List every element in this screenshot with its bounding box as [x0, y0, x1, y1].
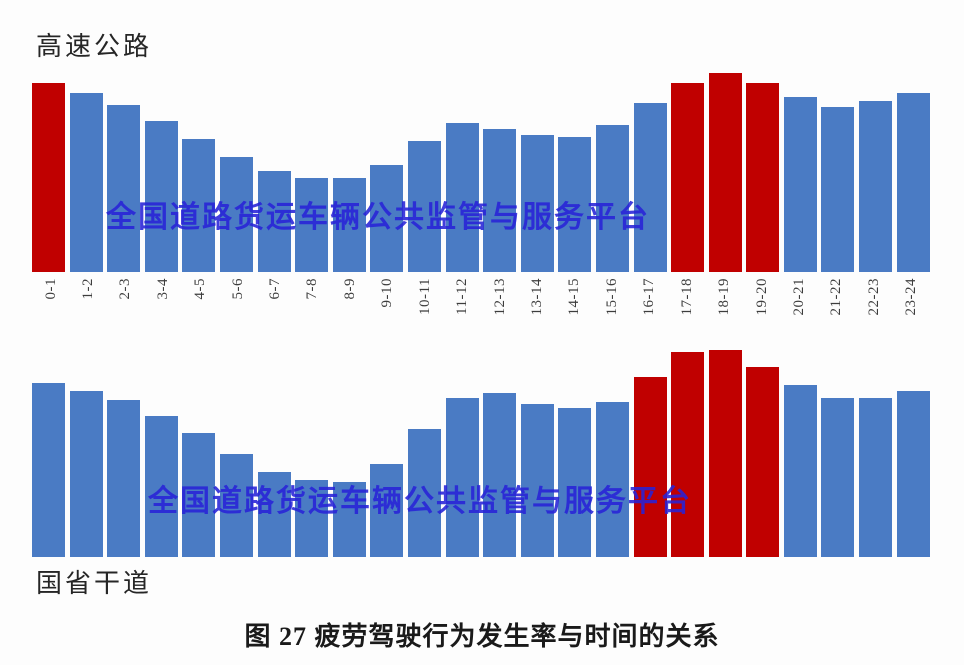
bar-17-18	[671, 352, 705, 557]
bar-18-19	[708, 73, 742, 272]
x-tick-20-21: 20-21	[790, 278, 807, 316]
bar-12-13	[483, 128, 517, 272]
bar-19-20	[746, 82, 780, 272]
bar-22-23	[859, 397, 893, 557]
bar-3-4	[144, 120, 178, 272]
x-tick-5-6: 5-6	[229, 278, 246, 300]
x-tick-13-14: 13-14	[528, 278, 545, 316]
x-tick-11-12: 11-12	[454, 278, 471, 315]
x-tick-18-19: 18-19	[716, 278, 733, 316]
x-tick-9-10: 9-10	[379, 278, 396, 308]
bar-16-17	[633, 376, 667, 557]
bar-6-7	[257, 472, 291, 557]
bar-7-8	[295, 480, 329, 557]
bar-21-22	[821, 106, 855, 272]
x-tick-19-20: 19-20	[753, 278, 770, 316]
x-tick-8-9: 8-9	[341, 278, 358, 300]
x-tick-17-18: 17-18	[678, 278, 695, 316]
bar-1-2	[69, 92, 103, 272]
figure-caption: 图 27 疲劳驾驶行为发生率与时间的关系	[244, 622, 720, 651]
bar-23-24	[896, 92, 930, 272]
bar-11-12	[445, 397, 479, 557]
x-tick-7-8: 7-8	[304, 278, 321, 300]
bar-0-1	[32, 82, 65, 272]
bar-5-6	[219, 453, 253, 557]
x-tick-2-3: 2-3	[117, 278, 134, 300]
bar-19-20	[746, 366, 780, 557]
bar-9-10	[370, 463, 404, 557]
bar-15-16	[595, 401, 629, 557]
bar-8-9	[332, 178, 366, 272]
bar-9-10	[370, 164, 404, 272]
bar-3-4	[144, 416, 178, 557]
x-tick-12-13: 12-13	[491, 278, 508, 316]
bar-4-5	[182, 432, 216, 557]
x-tick-3-4: 3-4	[154, 278, 171, 300]
bar-6-7	[257, 170, 291, 272]
x-tick-23-24: 23-24	[903, 278, 920, 316]
bar-21-22	[821, 397, 855, 557]
bar-20-21	[783, 385, 817, 557]
x-tick-16-17: 16-17	[641, 278, 658, 316]
x-tick-14-15: 14-15	[566, 278, 583, 316]
bar-2-3	[107, 399, 141, 557]
bar-2-3	[107, 104, 141, 272]
watermark-top: 全国道路货运车辆公共监管与服务平台	[106, 200, 650, 235]
bar-20-21	[783, 96, 817, 272]
bar-14-15	[558, 407, 592, 557]
x-tick-0-1: 0-1	[42, 278, 59, 300]
bar-1-2	[69, 391, 103, 557]
bar-17-18	[671, 82, 705, 272]
x-axis-tick-labels: 0-1 1-2 2-3 3-4 4-5 5-6 6-7 7-8 8-9 9-10 10-11 11-1…	[32, 278, 930, 340]
bar-12-13	[483, 393, 517, 557]
expressway-bar-chart	[32, 73, 930, 272]
x-tick-22-23: 22-23	[865, 278, 882, 316]
bar-5-6	[219, 156, 253, 272]
bar-10-11	[407, 140, 441, 272]
bar-13-14	[520, 403, 554, 557]
bar-16-17	[633, 102, 667, 272]
bar-15-16	[595, 124, 629, 272]
bar-7-8	[295, 178, 329, 272]
watermark-bottom: 全国道路货运车辆公共监管与服务平台	[148, 484, 692, 519]
bar-8-9	[332, 482, 366, 557]
expressway-chart-title: 高速公路	[36, 32, 153, 61]
x-tick-10-11: 10-11	[416, 278, 433, 315]
bar-22-23	[859, 100, 893, 272]
bar-23-24	[896, 391, 930, 557]
bar-4-5	[182, 138, 216, 272]
bar-0-1	[32, 383, 65, 557]
trunk-road-bar-chart	[32, 350, 930, 557]
bar-14-15	[558, 136, 592, 272]
x-tick-15-16: 15-16	[603, 278, 620, 316]
bar-10-11	[407, 428, 441, 557]
trunk-road-chart-title: 国省干道	[36, 569, 153, 598]
bar-18-19	[708, 350, 742, 557]
x-tick-4-5: 4-5	[192, 278, 209, 300]
bar-13-14	[520, 134, 554, 272]
bar-11-12	[445, 122, 479, 272]
x-tick-21-22: 21-22	[828, 278, 845, 316]
x-tick-6-7: 6-7	[267, 278, 284, 300]
x-tick-1-2: 1-2	[79, 278, 96, 300]
